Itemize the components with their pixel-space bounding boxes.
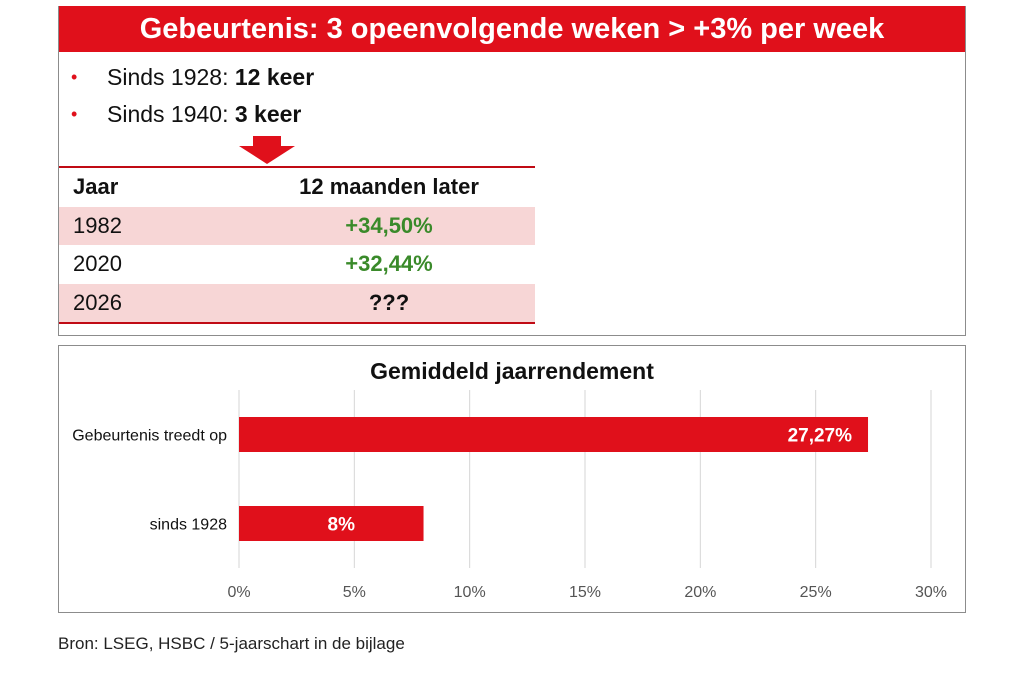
bullet-value: 12 keer [234, 64, 315, 90]
bar-chart: 0% 5% 10% 15% 20% 25% 30% Gebeurtenis treedt op… [72, 390, 947, 601]
category-label: sinds 1928 [150, 517, 227, 534]
cell-year: 2020 [73, 251, 122, 277]
chart-title: Gemiddeld jaarrendement [370, 358, 654, 384]
x-tick-label: 15% [569, 584, 601, 601]
bullet-value: 3 keer [234, 101, 302, 127]
event-panel: Gebeurtenis: 3 opeenvolgende weken > +3%… [58, 6, 966, 336]
column-header-value: 12 maanden later [299, 174, 479, 200]
cell-year: 2026 [59, 283, 243, 322]
bullet-dot-icon: • [71, 67, 78, 87]
results-table: Jaar 12 maanden later 1982 +34,50% 2020 … [59, 166, 535, 324]
table-row: 2020 +32,44% [59, 245, 535, 284]
bar [239, 417, 869, 452]
bullet-list: • Sinds 1928: 12 keer • Sinds 1940: 3 keer [71, 63, 314, 137]
banner-title: Gebeurtenis: 3 opeenvolgende weken > +3%… [59, 6, 965, 52]
bullet-item: • Sinds 1940: 3 keer [71, 100, 314, 137]
x-tick-label: 20% [684, 584, 716, 601]
bullet-label: Sinds 1928: [107, 64, 235, 90]
down-arrow-icon [239, 136, 295, 164]
bullet-item: • Sinds 1928: 12 keer [71, 63, 314, 100]
cell-value: +32,44% [345, 251, 433, 277]
cell-year: 1982 [59, 206, 243, 245]
x-tick-label: 0% [227, 584, 250, 601]
cell-value: ??? [243, 283, 535, 322]
x-tick-label: 25% [800, 584, 832, 601]
table-header-row: Jaar 12 maanden later [59, 168, 535, 207]
data-label: 8% [328, 515, 356, 536]
bullet-dot-icon: • [71, 104, 78, 124]
cell-value: +34,50% [243, 206, 535, 245]
data-label: 27,27% [788, 426, 853, 447]
x-tick-label: 10% [454, 584, 486, 601]
table-row: 1982 +34,50% [59, 206, 535, 245]
bullet-label: Sinds 1940: [107, 101, 235, 127]
column-header-year: Jaar [73, 174, 119, 200]
x-tick-label: 5% [343, 584, 366, 601]
source-note: Bron: LSEG, HSBC / 5-jaarschart in de bi… [58, 634, 405, 653]
x-tick-label: 30% [915, 584, 947, 601]
bar [239, 506, 424, 541]
chart-panel: Gemiddeld jaarrendement 0% 5% 10% 15% 20% 25%… [58, 345, 966, 613]
category-label: Gebeurtenis treedt op [72, 428, 227, 445]
table-row: 2026 ??? [59, 283, 535, 322]
